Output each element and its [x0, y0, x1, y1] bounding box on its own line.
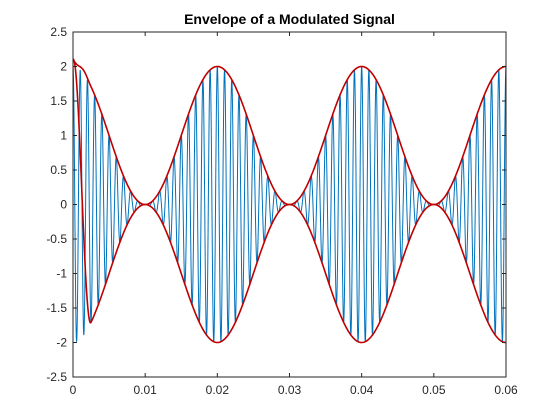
x-tick-label: 0: [70, 383, 77, 397]
y-tick-label: -2: [56, 336, 67, 350]
x-tick-label: 0.02: [206, 383, 230, 397]
x-tick-label: 0.05: [422, 383, 446, 397]
chart-title: Envelope of a Modulated Signal: [184, 11, 395, 27]
y-tick-label: 2: [60, 60, 67, 74]
x-tick-label: 0.06: [494, 383, 518, 397]
y-tick-label: 2.5: [50, 25, 67, 39]
y-tick-label: -0.5: [46, 232, 67, 246]
y-tick-label: -1.5: [46, 301, 67, 315]
y-tick-label: 0: [60, 198, 67, 212]
y-tick-label: -2.5: [46, 370, 67, 384]
x-tick-label: 0.03: [278, 383, 302, 397]
y-tick-label: -1: [56, 267, 67, 281]
x-tick-label: 0.01: [133, 383, 157, 397]
y-tick-label: 1.5: [50, 94, 67, 108]
y-tick-label: 0.5: [50, 163, 67, 177]
x-tick-label: 0.04: [350, 383, 374, 397]
y-tick-label: 1: [60, 129, 67, 143]
series-line-lower-envelope: [72, 58, 507, 344]
x-axis: 0 0.01 0.02 0.03 0.04 0.05 0.06: [70, 32, 518, 397]
y-axis: -2.5 -2 -1.5 -1 -0.5 0 0.5 1 1.5 2 2.5: [46, 25, 506, 384]
series-layer: [72, 58, 507, 344]
